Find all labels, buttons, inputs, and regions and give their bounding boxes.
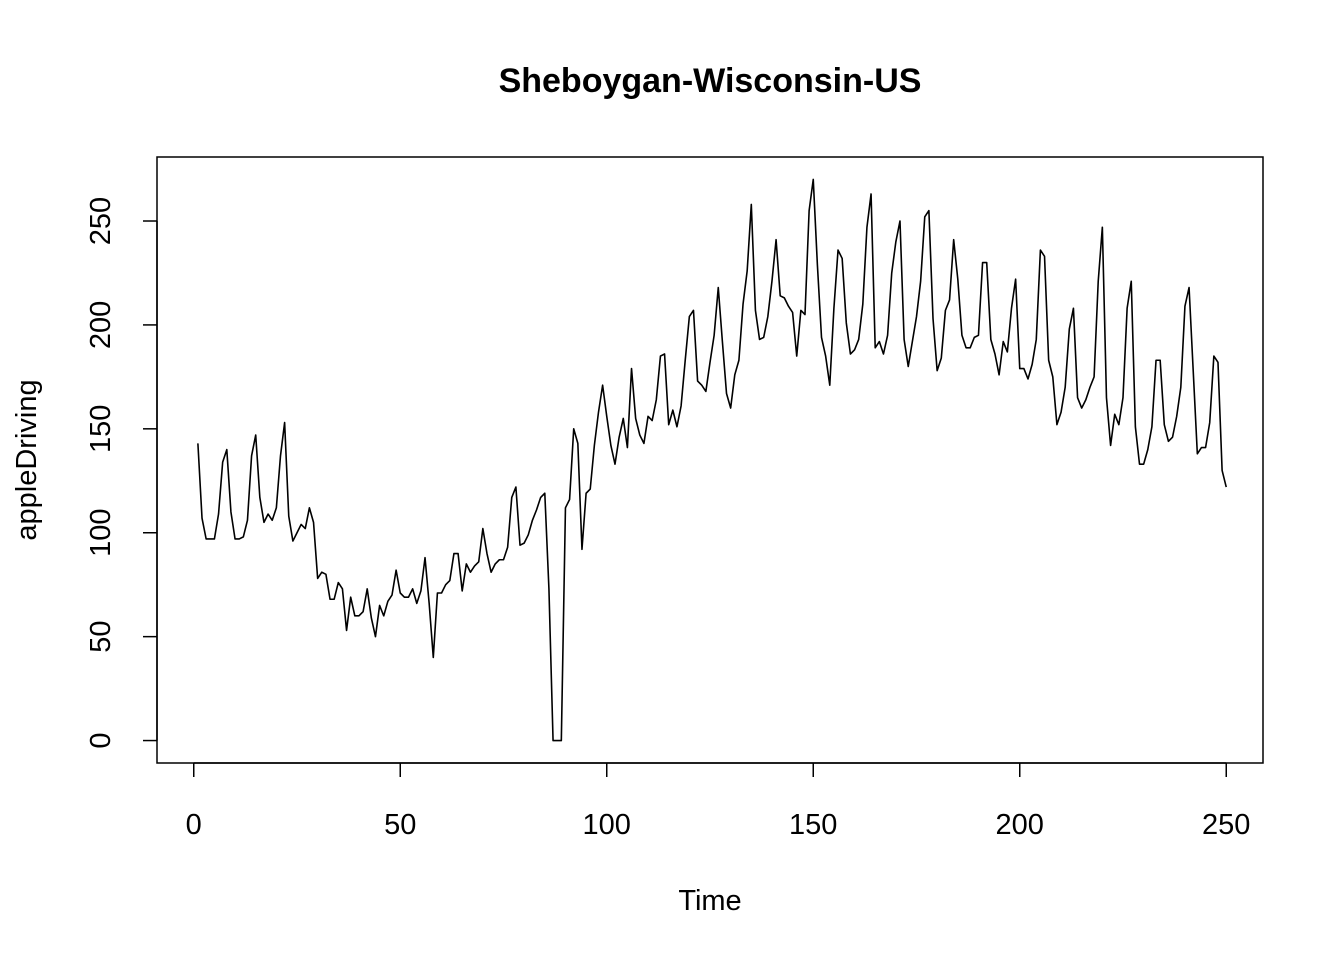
y-tick-label: 0 bbox=[85, 732, 117, 748]
y-tick-label: 100 bbox=[85, 509, 117, 557]
y-tick-label: 250 bbox=[85, 197, 117, 245]
y-tick-label: 200 bbox=[85, 301, 117, 349]
x-tick-label: 250 bbox=[1202, 809, 1250, 841]
x-axis: 0 50 100 150 200 250 bbox=[186, 762, 1250, 841]
y-tick-label: 150 bbox=[85, 405, 117, 453]
x-tick-label: 200 bbox=[996, 809, 1044, 841]
y-tick-label: 50 bbox=[85, 621, 117, 653]
series-line-appleDriving bbox=[197, 178, 1228, 742]
plot-frame bbox=[156, 156, 1264, 764]
y-axis: 0 50 100 150 200 250 bbox=[85, 197, 158, 749]
y-axis-title: appleDriving bbox=[11, 379, 43, 540]
x-axis-title: Time bbox=[678, 885, 741, 917]
x-tick-label: 150 bbox=[789, 809, 837, 841]
x-tick-label: 0 bbox=[186, 809, 202, 841]
x-tick-label: 50 bbox=[384, 809, 416, 841]
chart-title: Sheboygan-Wisconsin-US bbox=[499, 62, 922, 100]
x-tick-label: 100 bbox=[583, 809, 631, 841]
